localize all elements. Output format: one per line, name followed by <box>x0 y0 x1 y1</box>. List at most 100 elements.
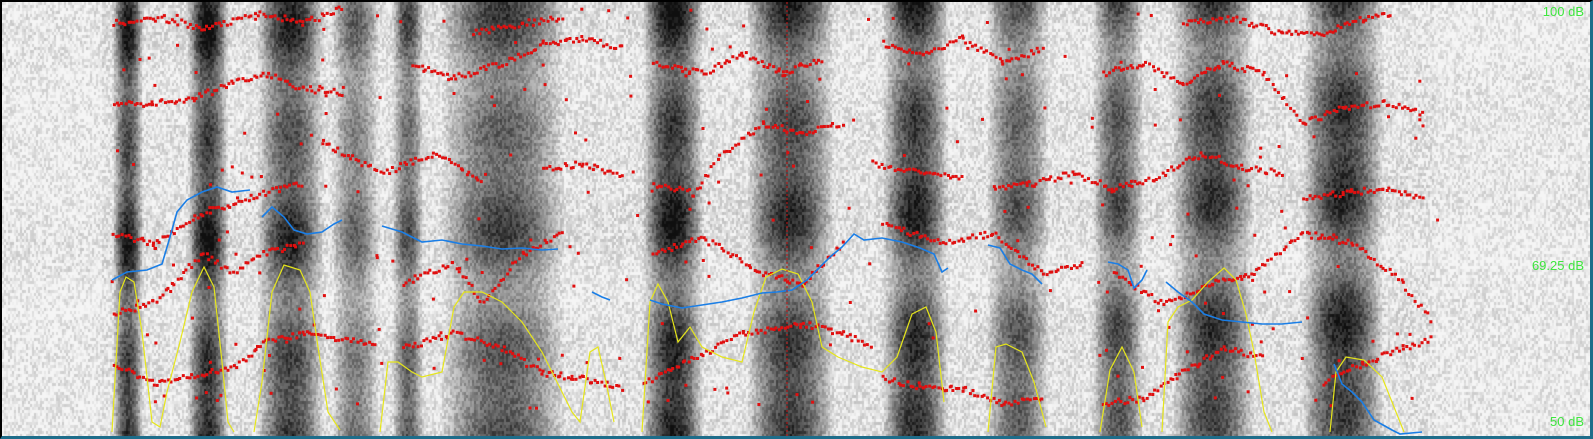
formant-point <box>190 266 194 269</box>
formant-point <box>1322 193 1326 197</box>
formant-point <box>754 57 758 61</box>
formant-point <box>115 18 118 22</box>
formant-point <box>1142 399 1146 403</box>
formant-point <box>142 104 146 108</box>
formant-point <box>377 327 381 331</box>
formant-point <box>1080 261 1084 265</box>
formant-point <box>1310 116 1314 120</box>
formant-point <box>1314 115 1317 119</box>
formant-point <box>145 103 149 107</box>
formant-point <box>175 227 179 230</box>
formant-point <box>826 327 830 331</box>
formant-point <box>672 243 676 246</box>
formant-point <box>762 274 765 278</box>
formant-point <box>1277 171 1281 175</box>
formant-point <box>1365 101 1369 105</box>
formant-point <box>325 11 329 15</box>
formant-point <box>1016 250 1020 254</box>
formant-point <box>985 49 988 53</box>
formant-point <box>1421 196 1425 200</box>
formant-point <box>1003 209 1007 213</box>
formant-point <box>1310 236 1314 240</box>
formant-point <box>842 330 846 334</box>
formant-point <box>467 281 471 285</box>
formant-point <box>1229 164 1233 168</box>
formant-point <box>457 164 460 168</box>
formant-point <box>1014 56 1018 60</box>
formant-point <box>1127 281 1131 284</box>
formant-point <box>301 85 305 89</box>
formant-point <box>1249 351 1253 355</box>
pitch-contour <box>111 186 1423 435</box>
formant-point <box>1382 12 1386 15</box>
formant-point <box>139 102 143 106</box>
formant-point <box>1104 402 1108 406</box>
formant-point <box>891 379 895 383</box>
formant-point <box>1380 352 1384 356</box>
formant-point <box>357 159 361 163</box>
formant-point <box>539 17 543 21</box>
formant-point <box>1252 354 1256 358</box>
formant-point <box>332 336 336 339</box>
formant-point <box>1240 163 1244 167</box>
formant-point <box>1169 76 1173 80</box>
formant-point <box>951 389 955 392</box>
formant-point <box>1320 33 1324 37</box>
pitch-segment <box>1165 281 1303 325</box>
formant-point <box>419 273 423 277</box>
formant-point <box>1356 105 1360 109</box>
formant-point <box>499 279 503 282</box>
formant-point <box>340 153 344 157</box>
formant-point <box>722 249 726 253</box>
formant-point <box>1225 60 1229 64</box>
formant-point <box>663 370 667 374</box>
formant-point <box>1056 268 1060 272</box>
formant-point <box>1067 174 1071 178</box>
formant-point <box>324 112 328 115</box>
formant-point <box>1073 172 1076 176</box>
formant-point <box>961 389 965 393</box>
formant-point <box>1133 179 1137 183</box>
formant-point <box>606 169 610 173</box>
formant-point <box>726 391 730 395</box>
formant-point <box>431 297 435 301</box>
formant-point <box>964 41 968 45</box>
formant-point <box>1219 160 1223 164</box>
formant-point <box>1037 50 1041 54</box>
formant-point <box>1071 170 1075 174</box>
formant-point <box>998 185 1002 189</box>
formant-point <box>349 157 352 161</box>
formant-point <box>890 224 894 228</box>
formant-point <box>783 278 787 282</box>
formant-point <box>538 368 542 372</box>
formant-point <box>226 368 230 372</box>
formant-point <box>1010 403 1014 407</box>
formant-point <box>675 245 679 249</box>
formant-point <box>1251 66 1255 70</box>
formant-point <box>571 377 575 381</box>
formant-point <box>1035 46 1039 50</box>
formant-point <box>267 190 271 194</box>
formant-point <box>986 396 990 400</box>
formant-point <box>596 165 600 169</box>
formant-point <box>320 12 324 16</box>
formant-point <box>1009 185 1013 189</box>
formant-point <box>207 286 211 289</box>
formant-point <box>528 406 532 410</box>
formant-point <box>593 39 596 42</box>
formant-point <box>1264 24 1268 27</box>
formant-point <box>219 24 223 28</box>
formant-point <box>1043 106 1047 110</box>
formant-point <box>1231 16 1235 20</box>
formant-point <box>1275 252 1279 256</box>
formant-point <box>1063 54 1067 58</box>
formant-point <box>147 301 151 305</box>
formant-point <box>197 26 201 29</box>
formant-point <box>216 371 220 375</box>
formant-point <box>884 377 888 381</box>
formant-point <box>902 169 906 173</box>
formant-point <box>283 336 287 340</box>
formant-point <box>138 305 142 309</box>
